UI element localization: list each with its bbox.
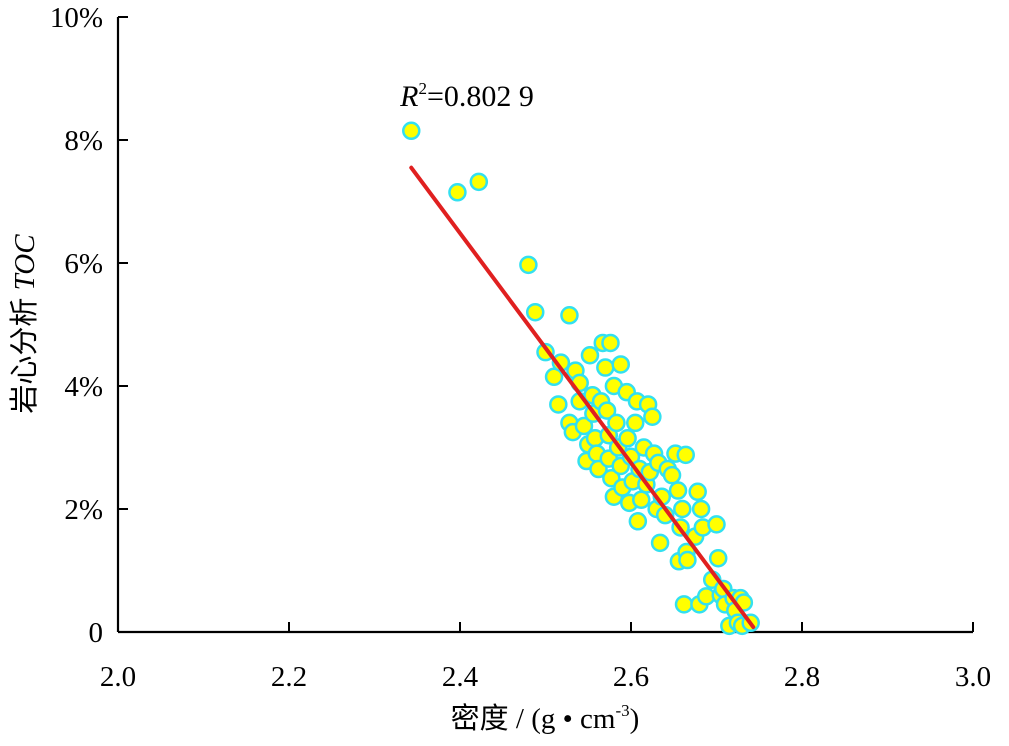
data-point — [607, 413, 626, 433]
y-tick-label: 2% — [64, 494, 103, 526]
data-point — [448, 183, 467, 202]
data-point — [560, 306, 579, 325]
data-point — [678, 550, 697, 570]
data-point — [525, 302, 545, 322]
r-symbol: R — [399, 80, 418, 113]
x-tick-label: 2.0 — [100, 661, 136, 693]
y-tick-label: 6% — [64, 248, 103, 280]
y-tick-label: 0 — [89, 617, 104, 649]
x-tick-label: 3.0 — [955, 661, 991, 693]
r-squared-annotation: R2=0.802 9 — [399, 79, 534, 113]
data-point — [708, 548, 728, 568]
data-point — [673, 499, 692, 519]
data-point — [597, 401, 617, 420]
data-point — [574, 416, 594, 436]
data-point — [691, 499, 711, 519]
data-point — [519, 255, 538, 275]
data-point — [643, 407, 662, 426]
data-point — [549, 395, 568, 414]
y-tick-label: 4% — [64, 371, 103, 403]
data-point — [688, 482, 707, 502]
data-point — [668, 481, 688, 500]
data-point — [676, 445, 695, 465]
data-point — [469, 172, 489, 192]
x-tick-label: 2.2 — [271, 661, 307, 693]
data-point — [662, 465, 682, 485]
y-tick-label: 8% — [64, 125, 103, 157]
data-point — [601, 333, 620, 353]
x-tick-label: 2.8 — [784, 661, 820, 693]
data-point — [402, 121, 421, 141]
axes — [116, 17, 973, 634]
data-point — [611, 355, 630, 374]
x-tick-label: 2.6 — [613, 661, 649, 693]
data-point — [632, 490, 651, 510]
data-point — [674, 595, 694, 614]
y-axis-label: 岩心分析 TOC — [8, 234, 41, 414]
y-ticks: 0 2% 4% 6% 8% 10% — [50, 2, 128, 649]
data-point — [707, 515, 726, 534]
data-point — [628, 512, 648, 531]
regression-line — [409, 165, 756, 630]
data-points — [402, 121, 760, 636]
data-point — [618, 429, 637, 448]
data-point — [626, 413, 645, 433]
y-tick-label: 10% — [50, 2, 103, 34]
data-point — [650, 533, 670, 553]
x-tick-label: 2.4 — [442, 661, 479, 693]
x-axis-label: 密度 / (g • cm-3) — [451, 701, 640, 735]
x-ticks: 2.0 2.2 2.4 2.6 2.8 3.0 — [100, 622, 991, 693]
data-point — [596, 358, 615, 377]
r-value: =0.802 9 — [427, 80, 534, 113]
data-point — [580, 346, 600, 365]
r-superscript: 2 — [418, 79, 427, 98]
